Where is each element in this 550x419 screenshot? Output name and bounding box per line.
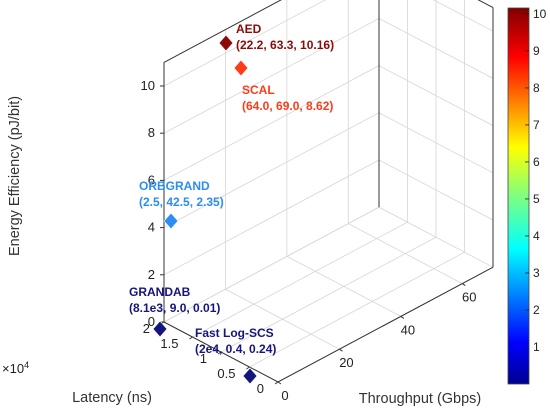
y-tick-mark [400,315,405,319]
z-tick-label: 2 [148,267,155,282]
point-value: (22.2, 63.3, 10.16) [236,38,334,52]
z-axis-label: Energy Efficiency (pJ/bit) [7,96,23,256]
colorbar-tick-label: 3 [533,266,540,280]
z-tick-label: 4 [148,220,155,235]
colorbar-tick-label: 4 [533,229,540,243]
y-tick-label: 60 [462,290,476,305]
y-tick-label: 0 [281,388,288,403]
colorbar-tick-label: 2 [533,303,540,317]
point-name: Fast Log-SCS [195,326,274,340]
colorbar-tick-label: 10 [533,7,547,21]
point-marker [242,367,258,385]
axes-edge [277,266,494,383]
x-axis-label: Latency (ns) [72,390,152,406]
colorbar-tick-label: 7 [533,118,540,132]
x-tick-mark [189,336,193,340]
z-tick-label: 8 [148,125,155,140]
x-tick-label: 1 [200,351,207,366]
back-wall-latency [164,0,379,322]
colorbar-tick-label: 5 [533,192,540,206]
point-value: (2e4, 0.4, 0.24) [195,342,276,356]
y-tick-mark [339,348,343,352]
data-points: AED (22.2, 63.3, 10.16) SCAL (64.0, 69.0, 8… [129,22,334,385]
colorbar-tick-label: 6 [533,155,540,169]
x-tick-mark [217,351,222,355]
x-tick-label: 1.5 [160,336,178,351]
colorbar-gradient [507,7,530,385]
point-name: SCAL [242,83,275,97]
x-tick-label: 0.5 [217,366,235,381]
y-tick-mark [462,283,466,287]
point-value: (64.0, 69.0, 8.62) [242,99,333,113]
point-value: (8.1e3, 9.0, 0.01) [129,301,220,315]
x-axis-exponent: ×104 [2,360,29,376]
y-tick-mark [277,381,282,385]
z-tick-label: 6 [148,172,155,187]
x-tick-label: 2 [143,321,150,336]
point-marker [233,59,249,77]
point-name: ORBGRAND [139,179,210,193]
y-tick-label: 20 [339,355,353,370]
point-name: AED [236,22,262,36]
point-marker [163,212,179,230]
colorbar: 1 2 3 4 5 6 7 8 9 10 [507,7,547,385]
colorbar-tick-label: 1 [533,340,540,354]
axes-edge [163,0,282,63]
z-tick-label: 0 [148,314,155,329]
colorbar-ticks: 1 2 3 4 5 6 7 8 9 10 [525,7,547,354]
grid-line-z [163,0,494,87]
y-axis-label: Throughput (Gbps) [359,391,482,407]
x-tick-mark [274,381,279,385]
colorbar-tick-label: 9 [533,44,540,58]
x-tick-mark [246,366,250,370]
point-name: GRANDAB [129,285,191,299]
axis-labels: Latency (ns) Throughput (Gbps) Energy Ef… [2,96,481,407]
point-marker [218,34,234,52]
y-tick-label: 40 [401,322,415,337]
point-marker [152,320,168,338]
axes-box [163,0,494,383]
z-tick-label: 10 [141,78,155,93]
point-value: (2.5, 42.5, 2.35) [139,195,224,209]
colorbar-tick-label: 8 [533,81,540,95]
x-tick-label: 0 [257,381,264,396]
